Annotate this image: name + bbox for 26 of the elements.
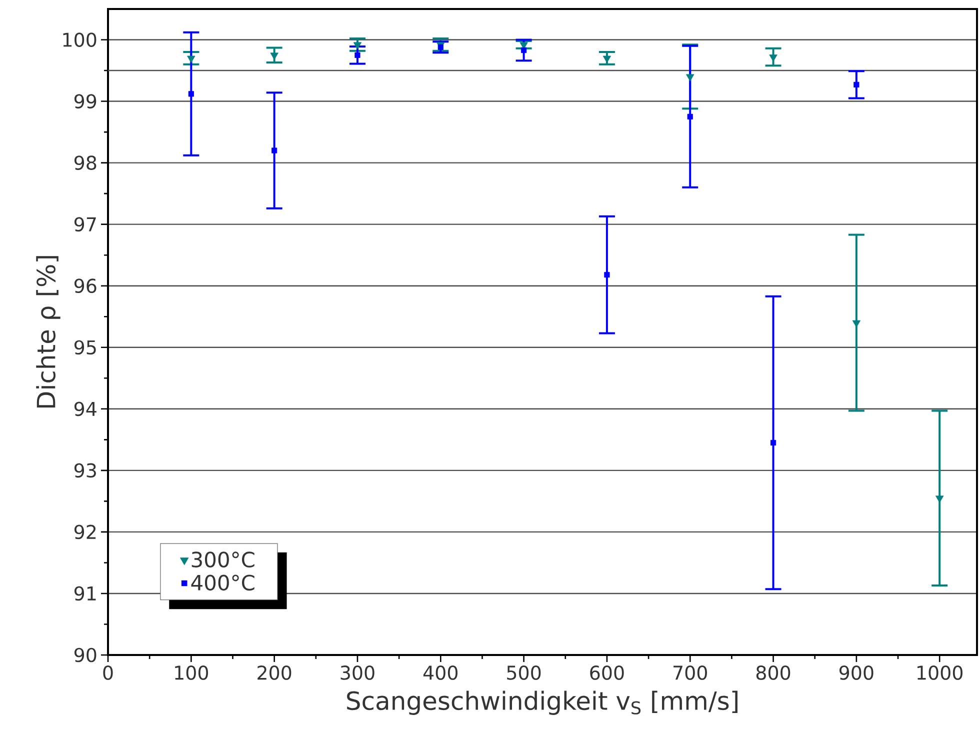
y-tick-label: 97 <box>74 217 96 232</box>
x-tick-label: 600 <box>590 666 624 680</box>
legend-label: 300°C <box>192 552 254 568</box>
x-tick-label: 300 <box>340 666 374 680</box>
x-tick-label: 1000 <box>918 666 962 680</box>
y-tick-label: 90 <box>74 648 96 662</box>
x-tick-label: 500 <box>507 666 541 680</box>
y-tick-label: 94 <box>74 402 96 416</box>
y-axis-title: Dichte ρ [%] <box>36 256 60 408</box>
x-tick-label: 700 <box>674 666 707 680</box>
x-tick-label: 200 <box>258 666 292 680</box>
y-tick-label: 99 <box>74 94 96 108</box>
legend-label: 400°C <box>191 574 254 591</box>
x-axis-title: Scangeschwindigkeit v$_{S}$ [mm/s] <box>347 690 738 715</box>
y-tick-label: 91 <box>74 586 96 601</box>
x-tick-label: 800 <box>756 666 790 680</box>
y-tick-label: 93 <box>74 463 96 478</box>
y-tick-label: 92 <box>74 524 96 540</box>
x-tick-label: 400 <box>423 666 458 680</box>
y-tick-label: 98 <box>74 156 96 170</box>
y-tick-label: 96 <box>74 278 96 294</box>
x-tick-label: 0 <box>103 666 113 680</box>
y-tick-label: 95 <box>74 340 96 355</box>
x-tick-label: 100 <box>175 666 208 680</box>
y-tick-label: 100 <box>63 32 96 47</box>
x-tick-label: 900 <box>839 666 874 680</box>
